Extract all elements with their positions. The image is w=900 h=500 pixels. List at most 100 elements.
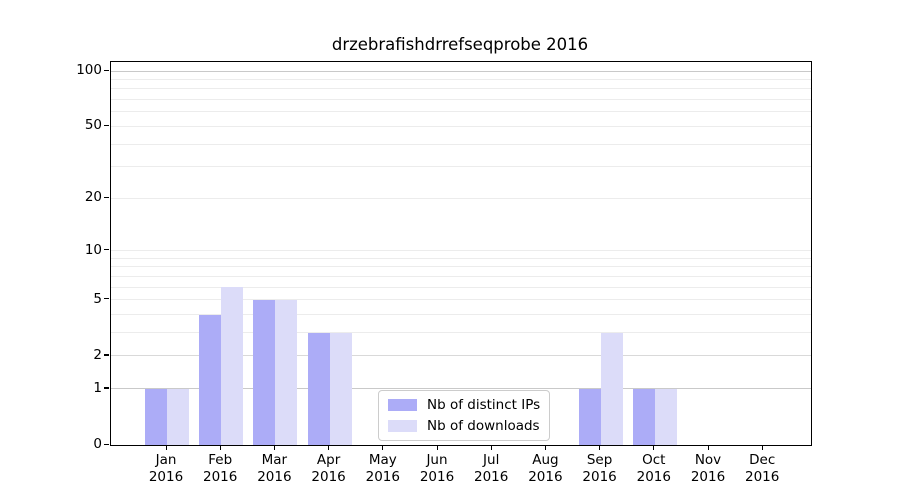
chart-title: drzebrafishdrrefseqprobe 2016	[331, 35, 589, 54]
x-tick-year: 2016	[690, 469, 726, 485]
bar	[145, 388, 167, 445]
bar	[275, 299, 298, 445]
x-tick-label: Sep 2016	[568, 452, 632, 486]
y-tick-mark	[104, 443, 109, 445]
grid-line	[111, 111, 811, 113]
y-tick-label: 10	[84, 241, 102, 258]
x-tick-month: Oct	[642, 452, 666, 468]
y-tick-label: 2	[93, 346, 102, 363]
grid-line	[111, 88, 811, 90]
y-tick-mark	[104, 124, 109, 127]
x-tick-month: Apr	[316, 452, 341, 468]
x-tick-label: Jun 2016	[405, 452, 469, 486]
x-tick-label: Jul 2016	[459, 452, 523, 486]
x-tick-month: Dec	[749, 452, 776, 468]
x-tick-label: Aug 2016	[513, 452, 577, 486]
x-tick-year: 2016	[528, 469, 563, 485]
x-tick-mark	[328, 445, 330, 450]
y-tick-label: 1	[93, 379, 102, 396]
y-tick-mark	[104, 69, 109, 71]
bar	[221, 287, 244, 445]
grid-line	[111, 125, 811, 127]
x-tick-year: 2016	[582, 469, 617, 485]
grid-line	[111, 257, 811, 259]
grid-line	[111, 250, 811, 252]
x-tick-month: Jun	[426, 452, 448, 468]
y-tick-mark	[104, 354, 109, 356]
x-tick-month: May	[368, 452, 397, 468]
x-tick-year: 2016	[636, 469, 671, 485]
x-tick-mark	[436, 445, 438, 450]
grid-line	[111, 266, 811, 268]
y-tick-mark	[104, 387, 109, 389]
bar	[329, 332, 352, 445]
x-tick-month: Mar	[261, 452, 288, 468]
y-tick-label: 5	[93, 290, 102, 307]
legend-item-label: Nb of downloads	[427, 418, 540, 434]
x-tick-label: Nov 2016	[676, 452, 740, 486]
x-tick-label: Mar 2016	[242, 452, 306, 486]
grid-line	[111, 197, 811, 199]
y-tick-mark	[104, 249, 109, 251]
bar	[654, 388, 677, 445]
x-tick-mark	[761, 445, 763, 450]
x-tick-mark	[382, 445, 384, 450]
y-tick-label: 20	[84, 189, 102, 206]
x-tick-mark	[653, 445, 655, 450]
grid-line	[111, 314, 811, 316]
x-tick-mark	[544, 445, 547, 450]
x-tick-mark	[490, 445, 492, 450]
x-tick-mark	[219, 445, 221, 450]
grid-line	[111, 275, 811, 277]
y-tick-mark	[104, 196, 109, 198]
y-tick-label: 50	[84, 117, 102, 134]
y-tick-label: 0	[93, 436, 102, 452]
bar	[307, 332, 330, 445]
grid-line	[111, 70, 811, 72]
y-tick-mark	[104, 298, 109, 300]
x-tick-year: 2016	[474, 469, 509, 485]
x-tick-month: Jul	[483, 452, 500, 468]
legend-item: Nb of distinct IPs	[388, 398, 540, 412]
x-tick-mark	[165, 445, 167, 450]
grid-line	[111, 78, 811, 80]
x-tick-year: 2016	[419, 469, 455, 485]
x-tick-label: Feb 2016	[188, 452, 252, 486]
grid-line	[111, 99, 811, 101]
x-tick-year: 2016	[745, 469, 780, 485]
x-tick-year: 2016	[365, 469, 400, 485]
x-tick-month: Aug	[532, 452, 559, 468]
bar	[253, 299, 276, 445]
bar	[578, 388, 601, 445]
x-tick-month: Feb	[208, 452, 233, 468]
bar	[600, 332, 623, 445]
x-tick-year: 2016	[311, 469, 346, 485]
bar	[167, 388, 189, 445]
legend-swatch-icon	[388, 420, 417, 432]
legend-item-label: Nb of distinct IPs	[427, 397, 541, 413]
x-tick-label: Dec 2016	[730, 452, 794, 486]
grid-line	[111, 143, 811, 145]
x-tick-year: 2016	[148, 469, 184, 485]
y-tick-label: 100	[76, 62, 102, 78]
legend-swatch-icon	[388, 399, 417, 411]
legend: Nb of distinct IPs Nb of downloads	[378, 390, 551, 441]
x-tick-month: Nov	[694, 452, 722, 468]
x-tick-label: May 2016	[351, 452, 415, 486]
x-tick-year: 2016	[257, 469, 292, 485]
x-tick-label: Oct 2016	[622, 452, 686, 486]
plot-area	[110, 61, 812, 446]
grid-line	[111, 299, 811, 301]
bar	[199, 314, 222, 445]
x-tick-mark	[707, 445, 709, 450]
x-tick-year: 2016	[203, 469, 238, 485]
grid-line	[111, 286, 811, 288]
x-tick-month: Sep	[586, 452, 613, 468]
x-tick-label: Apr 2016	[297, 452, 361, 486]
x-tick-mark	[273, 445, 276, 450]
legend-item: Nb of downloads	[388, 419, 540, 433]
x-tick-label: Jan 2016	[134, 452, 198, 486]
x-tick-month: Jan	[155, 452, 177, 468]
grid-line	[111, 355, 811, 357]
